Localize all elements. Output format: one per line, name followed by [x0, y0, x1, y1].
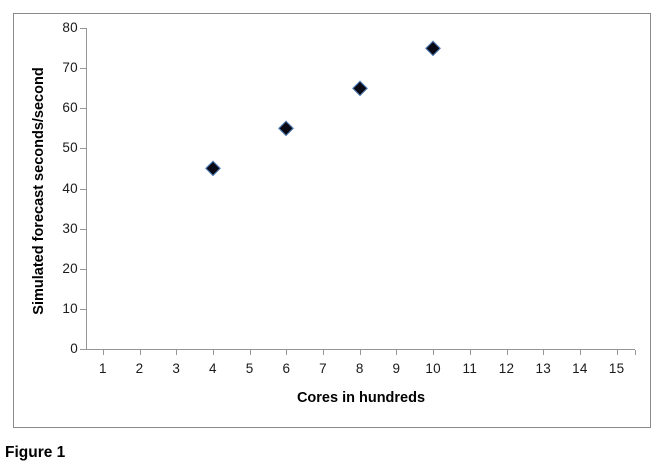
data-point-marker	[425, 40, 441, 56]
x-tick-label: 2	[135, 361, 144, 376]
y-tick-label: 40	[62, 180, 78, 196]
y-tick-mark	[80, 268, 86, 270]
x-tick-mark	[323, 350, 325, 355]
x-tick-mark	[359, 350, 361, 355]
x-tick-mark	[469, 350, 471, 355]
chart-container: Simulated forecast seconds/second Cores …	[13, 13, 651, 428]
x-tick-label: 3	[172, 361, 181, 376]
y-tick-label: 70	[62, 60, 78, 76]
x-tick-label: 9	[392, 361, 401, 376]
x-tick-mark	[176, 350, 178, 355]
x-tick-mark	[286, 350, 288, 355]
x-tick-label: 8	[355, 361, 364, 376]
data-point-marker	[352, 80, 368, 96]
x-tick-label: 5	[245, 361, 254, 376]
y-tick-mark	[80, 68, 86, 70]
data-point-marker	[205, 161, 221, 176]
x-tick-mark	[212, 350, 214, 355]
y-tick-label: 30	[62, 220, 78, 236]
x-axis-title: Cores in hundreds	[296, 390, 426, 406]
x-tick-mark	[433, 350, 435, 355]
x-tick-label: 11	[462, 361, 478, 376]
y-tick-label: 50	[62, 140, 78, 156]
x-tick-label: 15	[608, 361, 625, 376]
y-tick-label: 0	[70, 341, 78, 356]
x-tick-mark	[249, 350, 251, 355]
y-tick-mark	[80, 308, 86, 310]
y-tick-mark	[80, 188, 86, 190]
y-tick-label: 20	[62, 260, 78, 276]
x-axis	[86, 349, 635, 350]
y-tick-mark	[80, 28, 86, 29]
data-point-marker	[278, 120, 294, 136]
x-tick-mark	[543, 350, 545, 355]
x-tick-mark	[396, 350, 398, 355]
x-tick-label: 13	[535, 361, 552, 376]
x-tick-mark	[139, 350, 141, 355]
x-tick-label: 6	[282, 361, 291, 376]
y-tick-mark	[80, 228, 86, 230]
x-tick-mark	[506, 350, 508, 355]
y-tick-label: 80	[62, 20, 78, 35]
y-tick-mark	[80, 108, 86, 110]
x-tick-mark	[616, 350, 618, 355]
x-tick-label: 7	[319, 361, 327, 376]
x-tick-mark	[102, 350, 104, 355]
x-tick-label: 4	[209, 361, 217, 376]
x-tick-label: 1	[98, 361, 107, 376]
x-tick-label: 14	[572, 361, 588, 376]
figure-caption: Figure 1	[5, 444, 66, 461]
y-tick-mark	[80, 349, 86, 350]
y-tick-label: 10	[62, 300, 78, 316]
y-axis	[86, 28, 87, 349]
x-tick-mark	[579, 350, 581, 355]
y-tick-label: 60	[62, 100, 78, 116]
x-axis-end-tick-mark	[635, 350, 636, 355]
y-tick-mark	[80, 148, 86, 150]
x-tick-label: 12	[498, 361, 515, 376]
x-tick-label: 10	[425, 361, 441, 376]
